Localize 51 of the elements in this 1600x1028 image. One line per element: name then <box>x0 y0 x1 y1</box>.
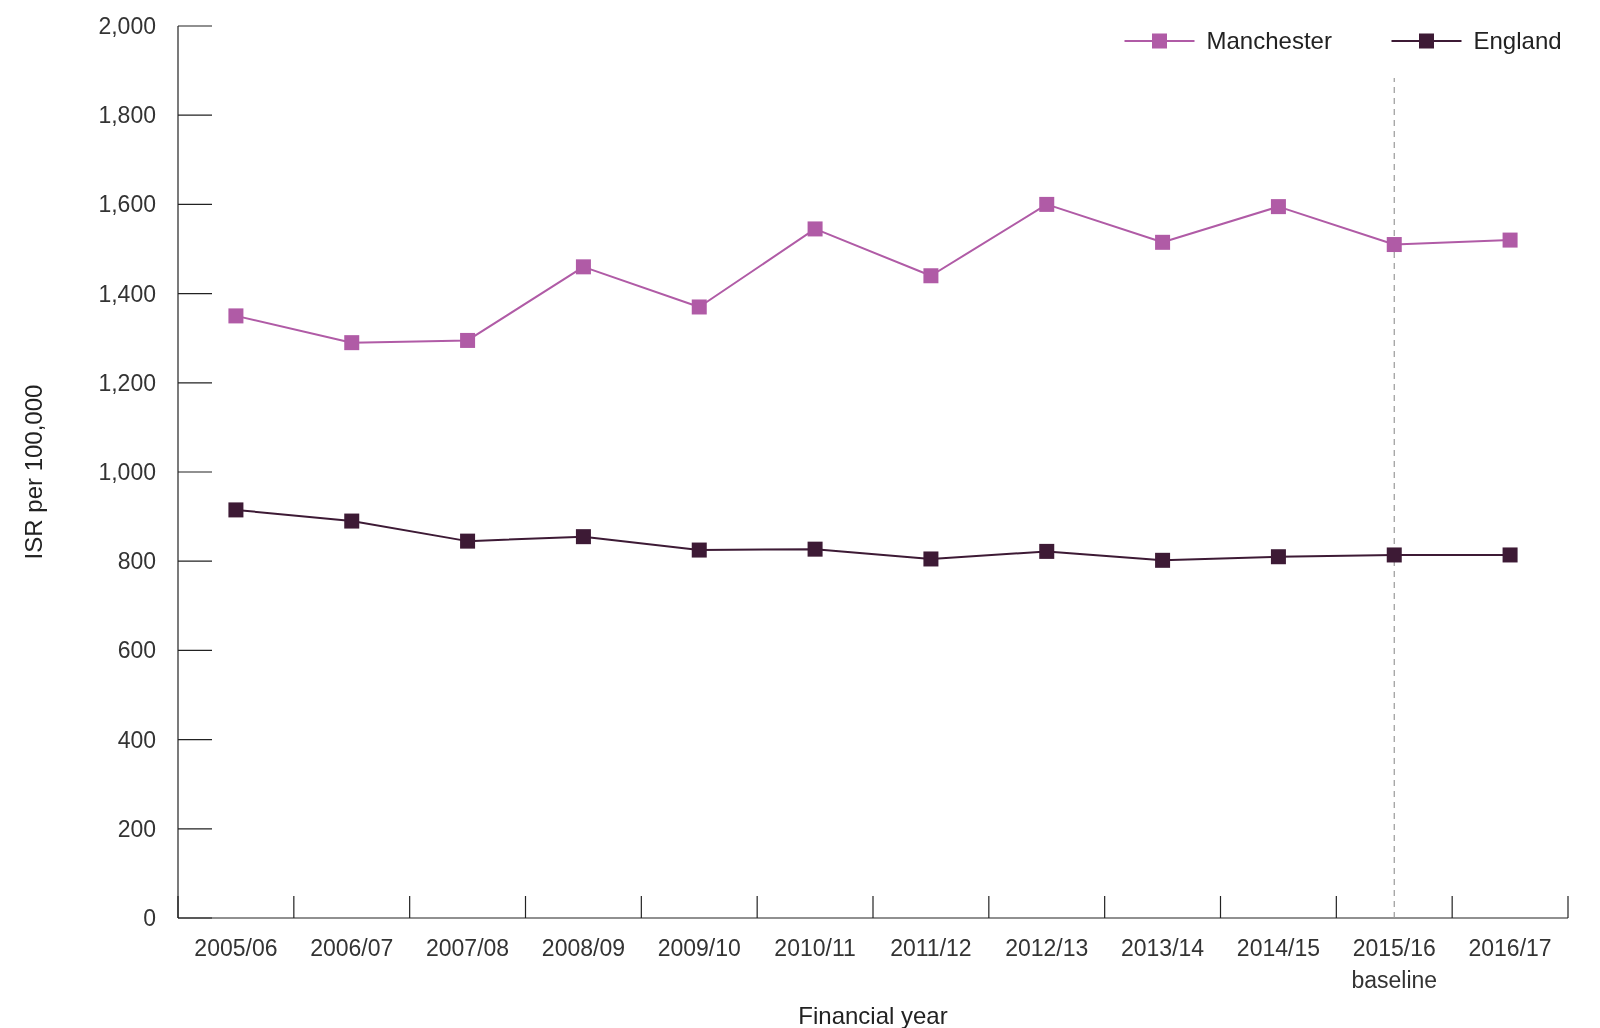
x-tick-label: 2009/10 <box>657 935 741 961</box>
point <box>575 529 591 545</box>
y-axis-title: ISR per 100,000 <box>20 384 47 560</box>
point <box>344 335 360 351</box>
point <box>228 502 244 518</box>
x-tick-label: 2008/09 <box>541 935 625 961</box>
point <box>460 332 476 348</box>
point <box>807 221 823 237</box>
point <box>344 513 360 529</box>
y-tick-label: 400 <box>117 726 156 753</box>
y-tick-label: 2,000 <box>98 13 156 40</box>
point <box>1502 547 1518 563</box>
point <box>575 259 591 275</box>
x-tick-label: 2016/17 <box>1468 935 1552 961</box>
point <box>1270 199 1286 215</box>
point <box>1386 547 1402 563</box>
x-tick-label: 2013/14 <box>1121 935 1205 961</box>
y-tick-label: 1,800 <box>98 102 156 129</box>
x-tick-label: 2015/16 <box>1352 935 1436 961</box>
point <box>807 541 823 557</box>
point <box>1155 234 1171 250</box>
point <box>1155 552 1171 568</box>
point <box>923 551 939 567</box>
point <box>228 308 244 324</box>
point <box>1502 232 1518 248</box>
ref-line-label: baseline <box>1351 967 1438 993</box>
y-tick-label: 1,000 <box>98 459 156 486</box>
y-tick-label: 1,400 <box>98 280 156 307</box>
y-tick-label: 200 <box>117 815 156 842</box>
point <box>923 268 939 284</box>
point <box>1386 237 1402 253</box>
y-tick-label: 0 <box>143 905 156 932</box>
y-tick-label: 1,600 <box>98 191 156 218</box>
x-tick-label: 2012/13 <box>1005 935 1089 961</box>
y-tick-label: 800 <box>117 548 156 575</box>
point <box>1039 543 1055 559</box>
x-tick-label: 2011/12 <box>890 935 972 961</box>
x-tick-label: 2006/07 <box>310 935 394 961</box>
point <box>1270 549 1286 565</box>
point <box>1039 196 1055 212</box>
y-tick-label: 600 <box>117 637 156 664</box>
x-tick-label: 2007/08 <box>426 935 510 961</box>
point <box>691 299 707 315</box>
point <box>460 533 476 549</box>
x-tick-label: 2014/15 <box>1236 935 1320 961</box>
legend-label: Manchester <box>1206 27 1332 55</box>
legend-label: England <box>1473 27 1562 55</box>
point <box>691 542 707 558</box>
x-tick-label: 2010/11 <box>774 935 856 961</box>
y-tick-label: 1,200 <box>98 369 156 396</box>
x-tick-label: 2005/06 <box>194 935 278 961</box>
